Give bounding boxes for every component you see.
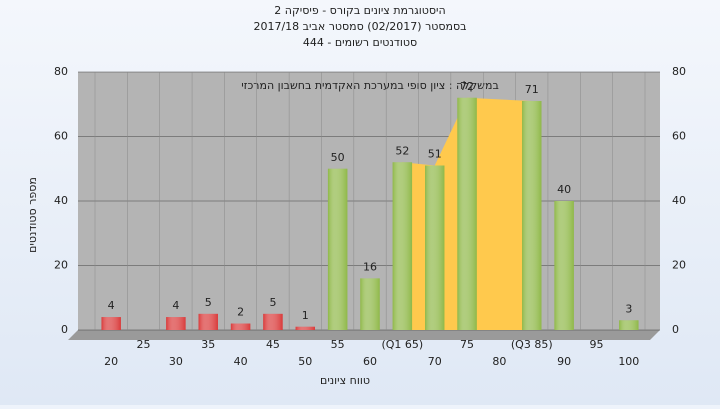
x-tick-label: 60	[363, 355, 377, 368]
bar-shine	[263, 313, 283, 330]
plot-floor	[68, 330, 660, 340]
bar-shine	[392, 162, 413, 330]
x-tick-label: 50	[298, 355, 312, 368]
bar-shine	[198, 313, 218, 330]
chart-subtitle: סטודנטים רשומים - 444	[303, 36, 417, 49]
bar-shine	[360, 278, 380, 330]
bar-shine	[230, 323, 251, 330]
x-tick-label: 30	[169, 355, 183, 368]
y-tick-label: 80	[54, 65, 68, 78]
x-tick-label: 95	[589, 338, 603, 351]
value-label: 51	[428, 148, 442, 161]
y2-tick-label: 20	[672, 259, 686, 272]
value-label: 3	[625, 302, 632, 315]
y2-tick-label: 40	[672, 194, 686, 207]
y-tick-label: 0	[61, 323, 68, 336]
y2-tick-label: 0	[672, 323, 679, 336]
chart-subtitle: בסמסטר (02/2017) סמסטר אביב 2017/18	[253, 20, 466, 33]
y2-tick-label: 60	[672, 130, 686, 143]
annotation: במשקלה : ציון סופי במערכת האקדמית בחשבון…	[241, 79, 499, 92]
bar-shine	[327, 168, 348, 330]
x-tick-label: 40	[234, 355, 248, 368]
value-label: 4	[108, 299, 115, 312]
x-tick-label: 80	[492, 355, 506, 368]
value-label: 1	[302, 309, 309, 322]
value-label: 5	[205, 296, 212, 309]
value-label: 52	[395, 144, 409, 157]
value-label: 4	[172, 299, 179, 312]
y-tick-label: 40	[54, 194, 68, 207]
bar-shine	[166, 317, 186, 330]
value-label: 16	[363, 260, 377, 273]
value-label: 2	[237, 306, 244, 319]
value-label: 40	[557, 183, 571, 196]
bar-shine	[295, 326, 315, 330]
bar-shine	[554, 201, 574, 330]
bar-shine	[619, 320, 639, 330]
chart-title: היסטוגרמת ציונים בקורס - פיסיקה 2	[274, 4, 445, 17]
x-tick-label: 45	[266, 338, 280, 351]
x-tick-label: 90	[557, 355, 571, 368]
x-tick-label: 55	[331, 338, 345, 351]
bar-shine	[457, 97, 477, 330]
x-tick-label: (Q1 65)	[381, 338, 423, 351]
bar-shine	[522, 101, 542, 331]
y-tick-label: 60	[54, 130, 68, 143]
value-label: 71	[525, 83, 539, 96]
value-label: 50	[331, 151, 345, 164]
value-label: 5	[269, 296, 276, 309]
bar-shine	[425, 165, 445, 330]
x-tick-label: 20	[104, 355, 118, 368]
bar-shine	[101, 317, 121, 330]
x-tick-label: 70	[428, 355, 442, 368]
value-label: 72	[460, 80, 474, 93]
x-tick-label: 75	[460, 338, 474, 351]
x-tick-label: (Q3 85)	[511, 338, 553, 351]
y-axis-label: מספר סטודנטים	[26, 177, 39, 253]
y2-tick-label: 80	[672, 65, 686, 78]
x-tick-label: 35	[201, 338, 215, 351]
x-tick-label: 25	[137, 338, 151, 351]
x-tick-label: 100	[618, 355, 639, 368]
y-tick-label: 20	[54, 259, 68, 272]
x-axis-label: טווח ציונים	[320, 374, 370, 387]
